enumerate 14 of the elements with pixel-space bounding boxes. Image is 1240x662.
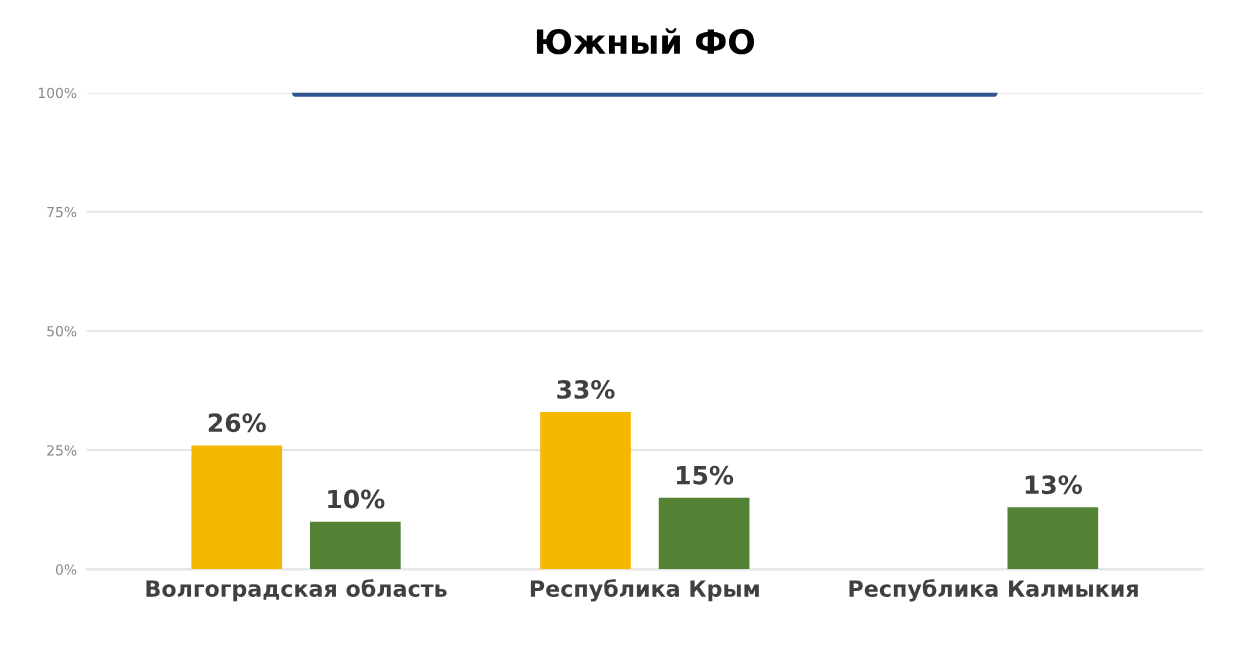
chart-title: Южный ФО: [536, 28, 755, 55]
bar: [540, 412, 631, 570]
x-tick-label: Республика Калмыкия: [849, 579, 1138, 602]
bar: [1007, 507, 1099, 570]
x-tick-label: Волгоградская область: [146, 579, 447, 602]
x-tick-label: Республика Крым: [530, 579, 759, 602]
data-label: 10%: [328, 489, 385, 509]
bar: [658, 497, 750, 570]
data-label: 15%: [676, 465, 734, 485]
bar: [310, 521, 401, 570]
bar: [191, 445, 283, 570]
data-label: 33%: [557, 379, 615, 399]
data-label: 26%: [208, 413, 266, 433]
data-label: 13%: [1025, 475, 1082, 495]
